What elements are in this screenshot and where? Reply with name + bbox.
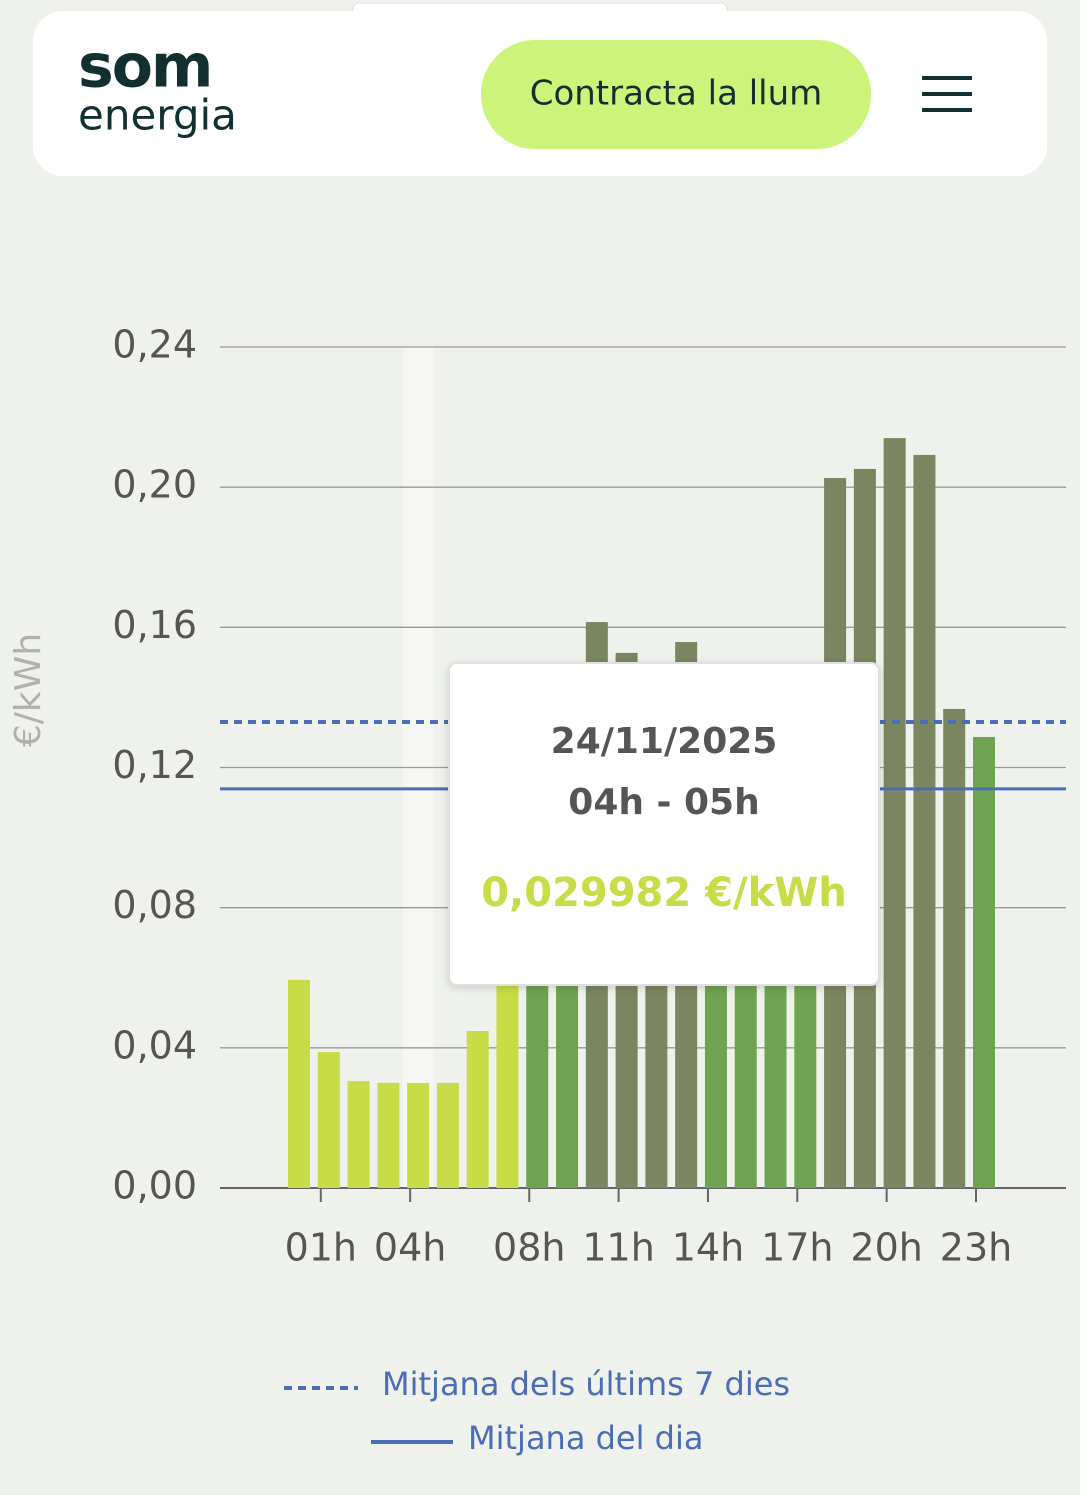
legend-label: Mitjana del dia <box>468 1419 703 1457</box>
bar <box>973 737 995 1188</box>
bar <box>943 708 966 1188</box>
tooltip <box>448 662 880 986</box>
y-tick-label: 0,24 <box>112 323 197 367</box>
bar <box>466 1031 489 1188</box>
bar <box>526 942 549 1188</box>
logo[interactable]: energia <box>78 91 237 140</box>
bar <box>496 984 519 1188</box>
cta-button[interactable] <box>481 40 871 149</box>
tooltip-hours: 04h - 05h <box>568 782 759 823</box>
x-tick-label: 20h <box>850 1226 922 1270</box>
y-tick-label: 0,16 <box>112 603 197 647</box>
bar <box>347 1081 370 1188</box>
tooltip-date: 24/11/2025 <box>551 721 778 762</box>
x-tick-label: 08h <box>493 1226 565 1270</box>
y-tick-label: 0,00 <box>112 1164 197 1208</box>
legend-label: Mitjana dels últims 7 dies <box>382 1365 790 1403</box>
logo[interactable]: som <box>78 32 213 102</box>
y-tick-label: 0,20 <box>112 463 197 507</box>
bar <box>913 454 936 1188</box>
bar <box>317 1052 340 1188</box>
bar <box>407 1082 430 1188</box>
x-tick-label: 14h <box>672 1226 744 1270</box>
cta-label[interactable]: Contracta la llum <box>530 74 823 114</box>
y-axis-label: €/kWh <box>8 633 49 747</box>
bar <box>288 979 310 1188</box>
y-tick-label: 0,08 <box>112 883 197 927</box>
tooltip-value: 0,029982 €/kWh <box>481 870 847 916</box>
x-tick-label: 11h <box>582 1226 654 1270</box>
bar <box>377 1082 400 1188</box>
y-tick-label: 0,04 <box>112 1023 197 1067</box>
bar <box>883 438 906 1188</box>
x-tick-label: 01h <box>285 1226 357 1270</box>
menu-icon[interactable] <box>922 76 972 112</box>
x-tick-label: 23h <box>940 1226 1012 1270</box>
x-tick-label: 17h <box>761 1226 833 1270</box>
y-tick-label: 0,12 <box>112 743 197 787</box>
bar <box>436 1082 459 1188</box>
x-tick-label: 04h <box>374 1226 446 1270</box>
